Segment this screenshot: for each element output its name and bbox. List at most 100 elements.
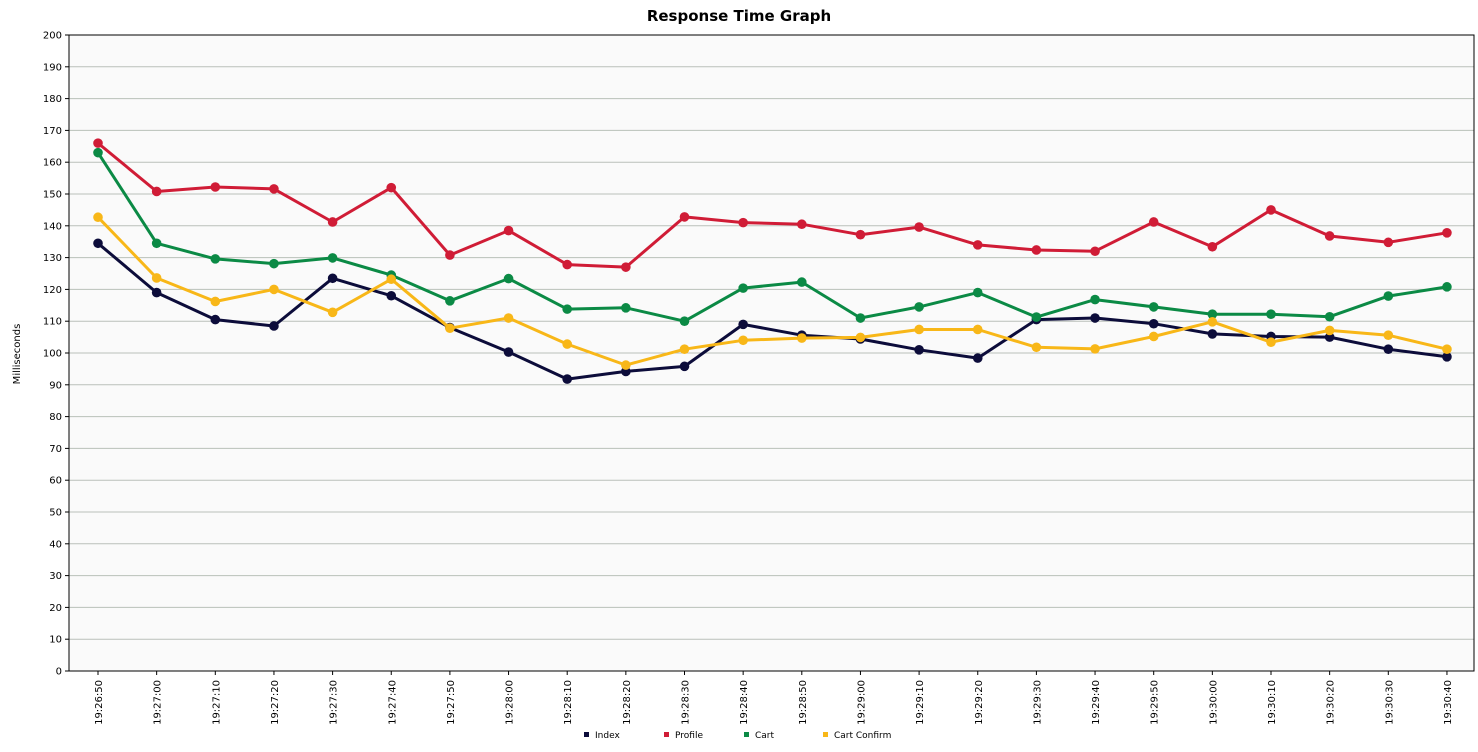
data-point xyxy=(1324,231,1335,241)
y-tick-label: 90 xyxy=(49,380,62,391)
legend-item: Index xyxy=(584,731,620,741)
data-point xyxy=(327,273,338,284)
data-point xyxy=(93,138,103,148)
data-point xyxy=(855,332,866,343)
data-point xyxy=(93,238,103,249)
y-tick-label: 170 xyxy=(43,126,62,137)
y-tick-label: 100 xyxy=(43,349,62,360)
data-point xyxy=(855,313,866,323)
data-point xyxy=(1324,311,1335,322)
x-tick-label: 19:27:40 xyxy=(387,680,398,725)
data-point xyxy=(1207,309,1218,320)
data-point xyxy=(1324,332,1335,342)
data-point xyxy=(1266,309,1276,320)
y-tick-label: 20 xyxy=(49,603,62,614)
legend-item: Cart Confirm xyxy=(823,731,891,741)
data-point xyxy=(1207,329,1218,339)
data-point xyxy=(679,361,690,372)
legend-label: Profile xyxy=(675,731,703,741)
data-point xyxy=(1207,317,1218,327)
data-point xyxy=(269,284,279,295)
data-point xyxy=(1090,294,1100,305)
data-point xyxy=(562,304,572,314)
data-point xyxy=(914,324,924,335)
data-point xyxy=(93,147,103,158)
data-point xyxy=(679,344,690,354)
y-tick-label: 190 xyxy=(43,62,62,73)
data-point xyxy=(327,307,338,318)
legend-label: Index xyxy=(595,731,620,741)
legend-item: Profile xyxy=(664,731,703,741)
x-tick-label: 19:29:10 xyxy=(915,680,926,725)
data-point xyxy=(269,258,279,269)
y-tick-label: 30 xyxy=(49,571,62,582)
data-point xyxy=(210,254,221,264)
data-point xyxy=(972,324,983,335)
y-tick-label: 0 xyxy=(56,667,62,678)
x-tick-label: 19:30:40 xyxy=(1443,680,1454,725)
data-point xyxy=(503,273,514,284)
data-point xyxy=(914,302,924,312)
data-point xyxy=(1442,352,1452,362)
data-point xyxy=(738,335,748,346)
data-point xyxy=(327,253,338,263)
plot-border xyxy=(68,34,1475,672)
x-tick-label: 19:28:50 xyxy=(798,680,809,725)
data-point xyxy=(738,283,748,293)
data-point xyxy=(1090,344,1100,354)
x-tick-label: 19:28:40 xyxy=(739,680,750,725)
y-tick-label: 130 xyxy=(43,253,62,264)
data-point xyxy=(1442,344,1452,354)
data-point xyxy=(1090,246,1100,257)
series-profile xyxy=(93,138,1452,272)
x-tick-label: 19:27:50 xyxy=(446,680,457,725)
data-point xyxy=(210,314,221,325)
y-tick-label: 40 xyxy=(49,539,62,550)
grid-lines xyxy=(69,66,1474,640)
x-tick-label: 19:29:50 xyxy=(1150,680,1161,725)
data-point xyxy=(445,296,455,306)
legend-swatch xyxy=(664,732,669,737)
data-point xyxy=(503,225,514,236)
data-point xyxy=(972,287,983,298)
data-point xyxy=(914,222,924,232)
data-point xyxy=(855,229,866,240)
data-point xyxy=(972,353,983,363)
data-point xyxy=(503,347,514,357)
data-point xyxy=(1031,342,1042,353)
legend-item: Cart xyxy=(744,731,774,741)
data-point xyxy=(151,238,162,249)
y-tick-label: 70 xyxy=(49,444,62,455)
data-point xyxy=(1383,330,1394,340)
data-point xyxy=(386,182,397,193)
y-tick-label: 110 xyxy=(43,317,62,328)
data-point xyxy=(1207,241,1218,252)
x-tick-label: 19:30:20 xyxy=(1326,680,1337,725)
data-point xyxy=(1383,237,1394,248)
data-point xyxy=(269,184,279,194)
y-tick-label: 140 xyxy=(43,221,62,232)
data-point xyxy=(621,262,631,272)
chart-title: Response Time Graph xyxy=(647,7,831,25)
data-point xyxy=(562,339,572,349)
data-point xyxy=(1031,245,1042,255)
y-tick-label: 80 xyxy=(49,412,62,423)
data-point xyxy=(386,274,397,285)
data-point xyxy=(269,321,279,331)
legend-label: Cart xyxy=(755,731,774,741)
data-point xyxy=(151,287,162,298)
legend-swatch xyxy=(823,732,828,737)
data-point xyxy=(1266,337,1276,347)
x-tick-label: 19:28:10 xyxy=(563,680,574,725)
x-tick-label: 19:30:00 xyxy=(1208,680,1219,725)
data-point xyxy=(562,259,572,270)
x-tick-label: 19:29:30 xyxy=(1032,680,1043,725)
y-tick-label: 60 xyxy=(49,476,62,487)
series-line xyxy=(97,141,1448,269)
data-point xyxy=(621,360,631,370)
legend-swatch xyxy=(744,732,749,737)
x-tick-label: 19:27:20 xyxy=(270,680,281,725)
data-point xyxy=(1266,205,1276,215)
x-tick-label: 19:28:00 xyxy=(505,680,516,725)
series-lines xyxy=(93,138,1452,384)
